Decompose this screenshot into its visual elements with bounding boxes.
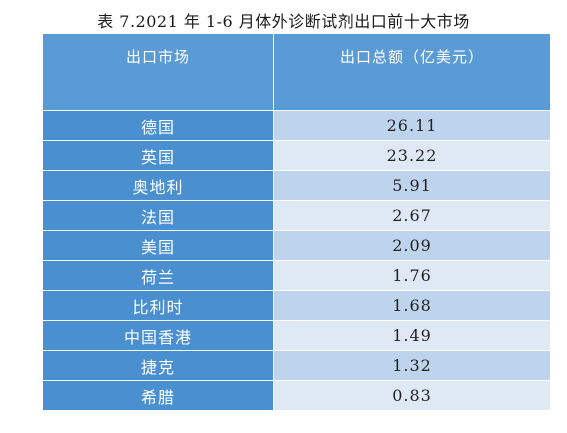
market-cell: 德国 <box>42 110 274 141</box>
table-row: 比利时 1.68 <box>42 290 551 321</box>
table-row: 德国 26.11 <box>42 110 551 141</box>
table-body: 德国 26.11 英国 23.22 奥地利 5.91 法国 2.67 美国 2.… <box>42 110 551 411</box>
value-cell: 26.11 <box>273 110 551 141</box>
value-cell: 1.32 <box>273 350 551 381</box>
table-row: 荷兰 1.76 <box>42 260 551 291</box>
value-cell: 2.09 <box>273 230 551 261</box>
market-cell: 奥地利 <box>42 170 274 201</box>
value-cell: 5.91 <box>273 170 551 201</box>
value-cell: 1.76 <box>273 260 551 291</box>
header-row: 出口市场 出口总额（亿美元） <box>42 33 551 111</box>
market-cell: 比利时 <box>42 290 274 321</box>
market-cell: 英国 <box>42 140 274 171</box>
market-cell: 美国 <box>42 230 274 261</box>
table-header: 出口市场 出口总额（亿美元） <box>42 33 551 111</box>
value-cell: 1.49 <box>273 320 551 351</box>
table-row: 中国香港 1.49 <box>42 320 551 351</box>
header-export-total: 出口总额（亿美元） <box>273 33 551 111</box>
value-cell: 23.22 <box>273 140 551 171</box>
value-cell: 2.67 <box>273 200 551 231</box>
value-cell: 0.83 <box>273 380 551 411</box>
market-cell: 荷兰 <box>42 260 274 291</box>
table-title: 表 7.2021 年 1-6 月体外诊断试剂出口前十大市场 <box>97 12 470 31</box>
table-row: 英国 23.22 <box>42 140 551 171</box>
market-cell: 希腊 <box>42 380 274 411</box>
table-row: 捷克 1.32 <box>42 350 551 381</box>
export-markets-table: 出口市场 出口总额（亿美元） 德国 26.11 英国 23.22 奥地利 5.9… <box>42 33 551 411</box>
header-market: 出口市场 <box>42 33 274 111</box>
market-cell: 捷克 <box>42 350 274 381</box>
table-row: 希腊 0.83 <box>42 380 551 411</box>
table-row: 美国 2.09 <box>42 230 551 261</box>
value-cell: 1.68 <box>273 290 551 321</box>
table-row: 奥地利 5.91 <box>42 170 551 201</box>
table-row: 法国 2.67 <box>42 200 551 231</box>
market-cell: 中国香港 <box>42 320 274 351</box>
market-cell: 法国 <box>42 200 274 231</box>
